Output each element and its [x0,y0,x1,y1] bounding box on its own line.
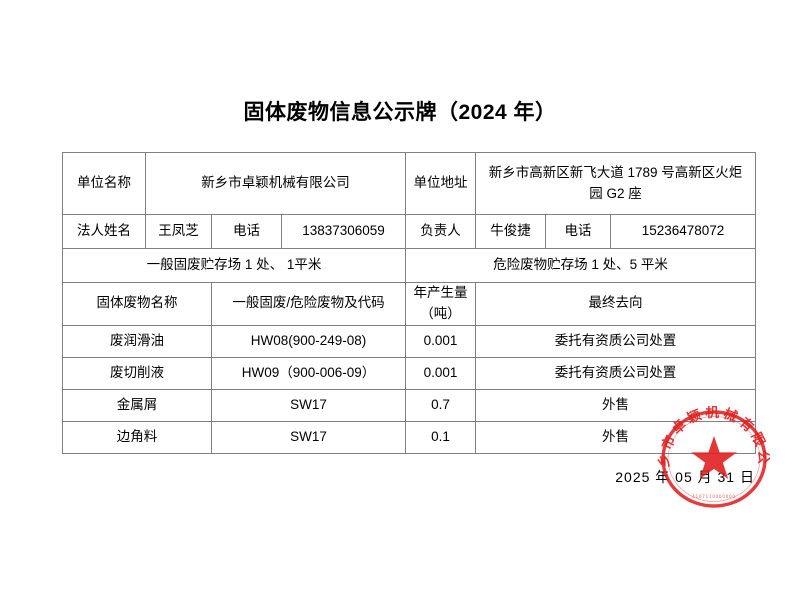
page-title: 固体废物信息公示牌（2024 年） [243,101,557,124]
header-destination: 最终去向 [475,282,757,326]
table-row: 废切削液 HW09（900-006-09） 0.001 委托有资质公司处置 [62,356,757,390]
legal-phone-label: 电话 [211,214,282,249]
header-waste-name: 固体废物名称 [62,282,212,326]
waste-code: HW09（900-006-09） [210,356,407,390]
header-waste-code: 一般固废/危险废物及代码 [210,282,407,326]
issue-date: 2025 年 05 月 31 日 [615,469,755,485]
waste-annual-output: 0.001 [405,324,477,358]
legal-phone-value: 13837306059 [280,214,407,249]
waste-name: 金属屑 [62,388,212,422]
waste-code: SW17 [210,420,407,454]
unit-name-value: 新乡市卓颖机械有限公司 [144,152,407,215]
seal-code-text: 4107110000000 [692,494,735,499]
public-disclosure-table: 单位名称 新乡市卓颖机械有限公司 单位地址 新乡市高新区新飞大道 1789 号高… [61,152,757,454]
waste-code: HW08(900-249-08) [210,324,407,358]
header-annual-output: 年产生量（吨） [405,282,477,326]
waste-annual-output: 0.7 [405,388,477,422]
waste-annual-output: 0.1 [405,420,477,454]
unit-address-value: 新乡市高新区新飞大道 1789 号高新区火炬园 G2 座 [475,152,757,215]
waste-table-header-row: 固体废物名称 一般固废/危险废物及代码 年产生量（吨） 最终去向 [62,282,757,326]
manager-phone-value: 15236478072 [610,214,757,249]
unit-name-label: 单位名称 [62,152,146,215]
manager-label: 负责人 [405,214,477,249]
waste-annual-output: 0.001 [405,356,477,390]
table-row-contacts: 法人姓名 王凤芝 电话 13837306059 负责人 牛俊捷 电话 15236… [62,214,757,249]
unit-address-label: 单位地址 [405,152,477,215]
waste-destination: 委托有资质公司处置 [475,324,757,358]
legal-person-value: 王凤芝 [145,214,212,249]
waste-name: 废切削液 [62,356,212,390]
manager-value: 牛俊捷 [475,214,547,249]
info-table: 单位名称 新乡市卓颖机械有限公司 单位地址 新乡市高新区新飞大道 1789 号高… [61,152,757,454]
table-row: 边角料 SW17 0.1 外售 [62,420,757,454]
general-storage-value: 一般固废贮存场 1 处、 1平米 [61,248,407,283]
table-row: 废润滑油 HW08(900-249-08) 0.001 委托有资质公司处置 [62,324,757,358]
table-row: 金属屑 SW17 0.7 外售 [62,388,757,422]
waste-destination: 委托有资质公司处置 [475,356,757,390]
waste-name: 边角料 [62,420,212,454]
table-row-storage: 一般固废贮存场 1 处、 1平米 危险废物贮存场 1 处、5 平米 [61,248,757,283]
legal-person-label: 法人姓名 [62,214,146,249]
waste-destination: 外售 [475,388,757,422]
waste-destination: 外售 [475,420,757,454]
waste-name: 废润滑油 [62,324,212,358]
waste-code: SW17 [210,388,407,422]
table-row-unit: 单位名称 新乡市卓颖机械有限公司 单位地址 新乡市高新区新飞大道 1789 号高… [62,152,757,215]
hazardous-storage-value: 危险废物贮存场 1 处、5 平米 [405,248,757,283]
manager-phone-label: 电话 [545,214,612,249]
